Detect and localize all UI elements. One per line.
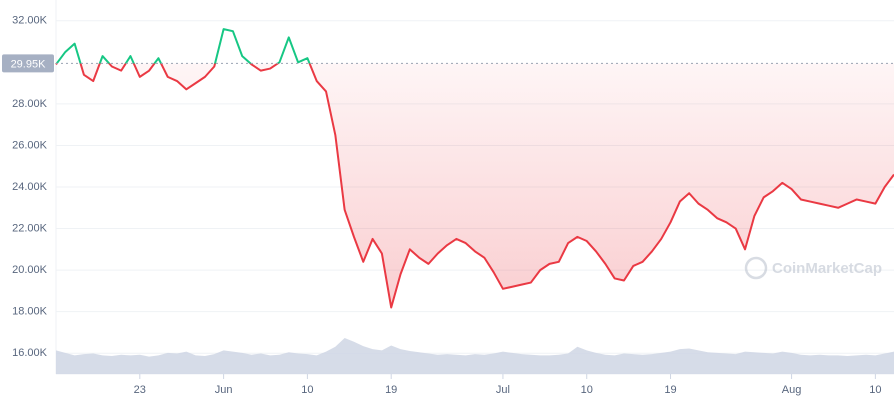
price-area <box>56 63 894 308</box>
x-tick-label: 23 <box>134 384 146 396</box>
price-line <box>55 28 894 309</box>
y-tick-label: 28.00K <box>12 98 48 110</box>
x-tick-label: 10 <box>869 384 881 396</box>
x-tick-label: 10 <box>301 384 313 396</box>
watermark: CoinMarketCap <box>744 256 882 280</box>
y-tick-label: 18.00K <box>12 306 48 318</box>
y-tick-label: 32.00K <box>12 15 48 27</box>
volume-area <box>56 338 894 374</box>
x-tick-label: Aug <box>782 384 802 396</box>
x-tick-label: Jul <box>496 384 510 396</box>
watermark-text: CoinMarketCap <box>772 260 882 277</box>
y-tick-label: 20.00K <box>12 264 48 276</box>
x-tick-label: 19 <box>664 384 676 396</box>
baseline-label-box <box>2 54 54 73</box>
y-tick-label: 16.00K <box>12 347 48 359</box>
x-tick-label: 10 <box>581 384 593 396</box>
y-tick-label: 24.00K <box>12 181 48 193</box>
baseline-label: 29.95K <box>11 58 47 70</box>
y-tick-label: 22.00K <box>12 222 48 234</box>
x-tick-label: 19 <box>385 384 397 396</box>
y-tick-label: 26.00K <box>12 139 48 151</box>
x-tick-label: Jun <box>215 384 233 396</box>
